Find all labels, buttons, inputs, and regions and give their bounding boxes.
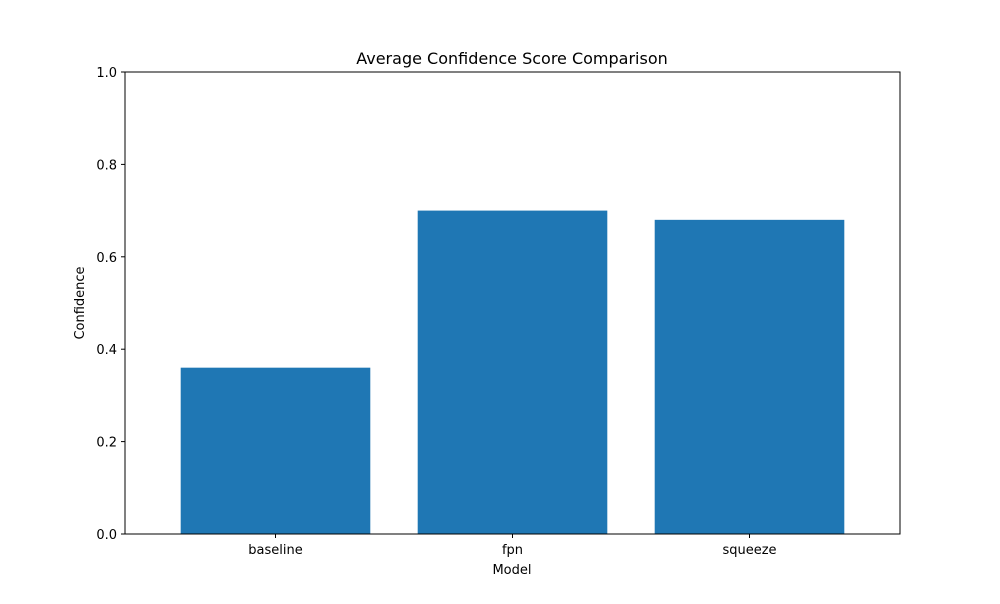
bar-baseline (180, 367, 371, 534)
plot-frame (124, 71, 901, 535)
x-axis-label: Model (492, 563, 531, 578)
y-tick-label: 0.6 (96, 251, 117, 266)
y-axis-ticks: 0.0 0.2 0.4 0.6 0.8 1.0 (96, 66, 125, 543)
y-axis-label: Confidence (73, 266, 88, 339)
y-tick-label: 0.8 (96, 158, 117, 173)
x-axis-ticks: baseline fpn squeeze (248, 534, 777, 558)
chart-title: Average Confidence Score Comparison (356, 49, 668, 68)
bar-squeeze (654, 219, 845, 534)
y-tick-label: 0.0 (96, 528, 117, 543)
bar-fpn (417, 210, 608, 534)
y-tick-label: 1.0 (96, 66, 117, 81)
y-tick-label: 0.2 (96, 436, 117, 451)
y-tick-label: 0.4 (96, 343, 117, 358)
x-tick-label: baseline (248, 543, 302, 558)
x-tick-label: fpn (502, 543, 523, 558)
bars-layer (180, 210, 845, 534)
x-tick-label: squeeze (722, 543, 776, 558)
